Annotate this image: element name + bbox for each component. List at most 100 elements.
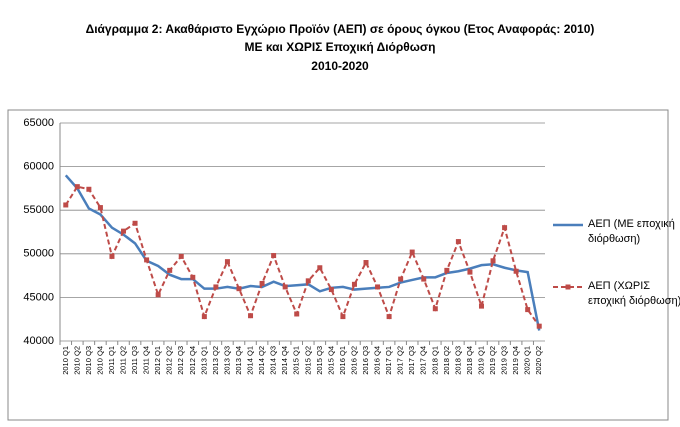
series-marker	[294, 311, 300, 317]
x-tick-label: 2013 Q1	[199, 346, 208, 375]
x-tick-label: 2018 Q2	[442, 346, 451, 375]
x-tick-label: 2016 Q3	[361, 346, 370, 375]
series-marker	[74, 184, 80, 190]
x-tick-label: 2015 Q1	[292, 346, 301, 375]
x-tick-label: 2017 Q1	[384, 346, 393, 375]
y-tick-label: 60000	[23, 161, 54, 173]
x-tick-label: 2012 Q4	[188, 346, 197, 375]
series-marker	[386, 314, 392, 320]
series-marker	[513, 268, 519, 274]
series-marker	[236, 286, 242, 292]
series-line	[64, 185, 541, 327]
series-marker	[421, 276, 427, 282]
y-tick-label: 50000	[23, 248, 54, 260]
x-tick-label: 2019 Q2	[488, 346, 497, 375]
x-tick-label: 2010 Q2	[72, 346, 81, 375]
chart-period: 2010-2020	[311, 59, 369, 73]
x-tick-label: 2012 Q3	[176, 346, 185, 375]
chart-subtitle: ΜΕ και ΧΩΡΙΣ Εποχική Διόρθωση	[245, 40, 436, 54]
series-marker	[536, 323, 542, 329]
x-tick-label: 2020 Q1	[523, 346, 532, 375]
series-marker	[213, 284, 219, 290]
y-tick-label: 55000	[23, 204, 54, 216]
x-tick-label: 2011 Q2	[118, 346, 127, 374]
series-marker	[190, 274, 196, 280]
series-marker	[432, 306, 438, 312]
series-marker	[398, 276, 404, 282]
x-tick-label: 2012 Q2	[165, 346, 174, 375]
x-tick-label: 2016 Q4	[373, 346, 382, 375]
x-tick-label: 2013 Q4	[234, 346, 243, 375]
x-tick-label: 2013 Q3	[222, 346, 231, 375]
x-tick-label: 2018 Q1	[430, 346, 439, 375]
x-tick-label: 2011 Q1	[107, 346, 116, 374]
x-tick-label: 2014 Q4	[280, 346, 289, 375]
x-tick-label: 2015 Q3	[315, 346, 324, 375]
x-tick-label: 2012 Q1	[153, 346, 162, 375]
series-marker	[224, 259, 230, 265]
x-tick-label: 2017 Q2	[396, 346, 405, 375]
x-tick-label: 2011 Q4	[142, 346, 151, 374]
series-marker	[502, 225, 508, 231]
y-tick-label: 45000	[23, 291, 54, 303]
x-tick-label: 2016 Q1	[338, 346, 347, 375]
x-tick-label: 2015 Q4	[326, 346, 335, 375]
series-marker	[328, 287, 334, 293]
x-tick-label: 2019 Q3	[500, 346, 509, 375]
series-marker	[167, 267, 173, 273]
x-tick-label: 2015 Q2	[303, 346, 312, 375]
legend-label: ΑΕΠ (ΧΩΡΙΣ εποχική διόρθωση)	[588, 280, 680, 307]
legend-label: ΑΕΠ (ΜΕ εποχική διόρθωση)	[588, 218, 675, 245]
x-tick-label: 2014 Q1	[246, 346, 255, 375]
series-marker	[248, 313, 254, 319]
x-tick-label: 2014 Q2	[257, 346, 266, 375]
x-tick-label: 2017 Q4	[419, 346, 428, 375]
x-tick-label: 2014 Q3	[269, 346, 278, 375]
x-tick-label: 2010 Q4	[95, 346, 104, 375]
series-marker	[455, 239, 461, 245]
series-marker	[305, 278, 311, 284]
x-tick-label: 2017 Q3	[407, 346, 416, 375]
series-marker	[282, 284, 288, 290]
x-tick-label: 2020 Q2	[534, 346, 543, 375]
series-marker	[317, 265, 323, 271]
series-marker	[478, 303, 484, 309]
series-marker	[121, 228, 127, 234]
series-marker	[63, 202, 69, 208]
legend-marker	[565, 284, 571, 290]
x-tick-label: 2010 Q3	[84, 346, 93, 375]
x-tick-label: 2010 Q1	[61, 346, 70, 375]
x-tick-label: 2018 Q4	[465, 346, 474, 375]
x-tick-label: 2019 Q4	[511, 346, 520, 375]
x-tick-label: 2018 Q3	[453, 346, 462, 375]
series-marker	[271, 253, 277, 259]
series-marker	[201, 314, 207, 320]
x-tick-label: 2016 Q2	[349, 346, 358, 375]
series-marker	[155, 292, 161, 298]
series-marker	[178, 253, 184, 259]
chart-border	[7, 109, 669, 421]
x-tick-label: 2019 Q1	[476, 346, 485, 375]
series-marker	[97, 205, 103, 211]
series-marker	[525, 307, 531, 313]
series-marker	[363, 260, 369, 266]
x-tick-label: 2011 Q3	[130, 346, 139, 374]
series-marker	[340, 314, 346, 320]
series-marker	[444, 267, 450, 273]
series-marker	[490, 258, 496, 264]
series-marker	[375, 284, 381, 290]
x-tick-label: 2013 Q2	[211, 346, 220, 375]
series-marker	[467, 269, 473, 275]
y-tick-label: 65000	[23, 117, 54, 129]
series-marker	[109, 253, 115, 259]
series-marker	[144, 257, 150, 263]
chart-title: Διάγραμμα 2: Ακαθάριστο Εγχώριο Προϊόν (…	[86, 22, 595, 36]
series-marker	[259, 280, 265, 286]
series-marker	[132, 220, 138, 226]
series-marker	[351, 281, 357, 287]
y-tick-label: 40000	[23, 335, 54, 347]
series-marker	[409, 249, 415, 255]
series-marker	[86, 186, 92, 192]
